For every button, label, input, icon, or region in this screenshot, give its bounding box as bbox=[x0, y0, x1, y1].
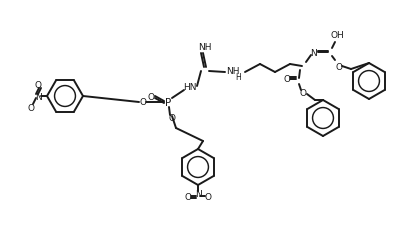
Text: P: P bbox=[165, 98, 171, 108]
Text: O: O bbox=[335, 62, 343, 71]
Text: NH: NH bbox=[198, 43, 212, 52]
Text: O: O bbox=[284, 74, 290, 83]
Text: NH: NH bbox=[226, 67, 240, 76]
Text: O: O bbox=[205, 193, 211, 202]
Text: O: O bbox=[300, 88, 307, 97]
Text: N: N bbox=[34, 92, 41, 101]
Text: H: H bbox=[235, 72, 241, 81]
Text: O: O bbox=[185, 193, 192, 202]
Text: N: N bbox=[311, 48, 318, 57]
Text: O: O bbox=[168, 114, 175, 123]
Text: OH: OH bbox=[330, 30, 344, 39]
Text: O: O bbox=[28, 104, 34, 113]
Text: O: O bbox=[139, 98, 147, 107]
Text: O: O bbox=[147, 92, 154, 101]
Text: HN: HN bbox=[183, 82, 197, 91]
Text: O: O bbox=[34, 80, 41, 89]
Text: N: N bbox=[195, 190, 201, 199]
